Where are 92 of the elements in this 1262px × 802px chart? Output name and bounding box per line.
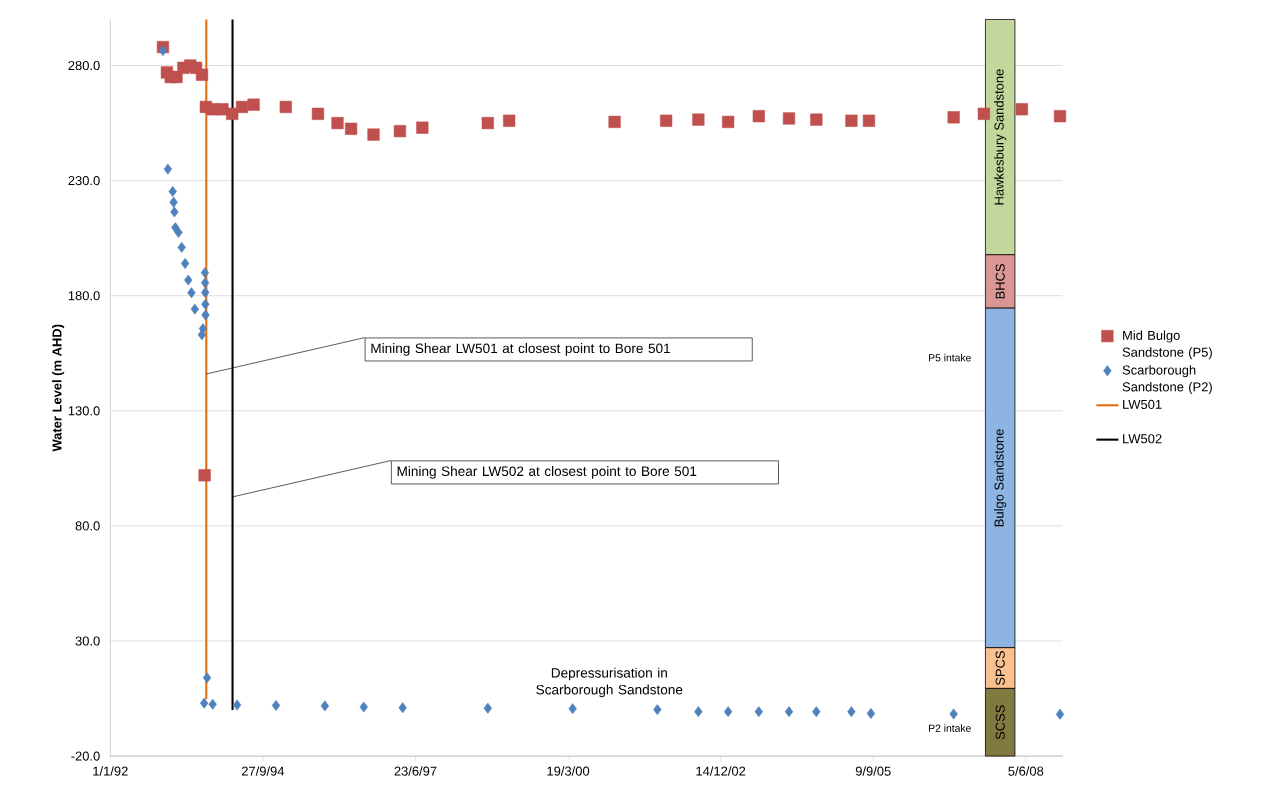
point [782,112,796,125]
point [481,117,494,130]
x-tick-label: 23/6/97 [394,766,437,776]
point [345,122,358,135]
point [845,114,858,127]
point [232,699,242,711]
point [247,98,260,111]
point [198,469,211,482]
x-tick-label: 27/9/94 [241,766,285,776]
point [812,706,821,718]
point [201,298,210,310]
point [163,163,172,175]
point [271,700,281,711]
point [847,706,856,718]
point [279,100,292,114]
point [947,111,960,124]
series-label: BHCS [995,264,1005,299]
annotation: P5 intake [929,353,971,362]
point [200,277,210,289]
point [752,110,765,123]
point [201,287,210,298]
point [320,700,329,712]
point [483,702,492,714]
x-tick-label: 14/12/02 [696,766,746,776]
point [608,115,621,129]
point [177,241,186,253]
point [158,45,168,57]
annotation: Mining Shear LW502 at closest point to Bore 501 [397,466,697,479]
point [200,267,210,279]
point [722,115,735,129]
y-tick-label: 280.0 [68,60,100,71]
point [977,107,990,120]
point [503,114,516,127]
point [331,117,344,130]
legend-label: LW501 [1123,399,1162,410]
point [200,697,209,709]
x-tick-label: 19/3/00 [547,766,590,776]
annotation: Depressurisation in Scarborough Sandstone [536,667,683,698]
annotation: Mining Shear LW501 at closest point to Bore 501 [371,343,670,356]
point [367,128,380,141]
series-label: SCSS [995,705,1005,740]
point [187,287,196,299]
point [1053,110,1067,123]
point [866,708,876,719]
point [784,706,794,718]
point [862,114,876,127]
point [359,701,368,713]
point [754,706,763,718]
legend-label: Mid Bulgo Sandstone (P5) [1122,330,1212,360]
y-tick-label: 230.0 [68,176,100,186]
x-tick-label: 5/6/08 [1008,766,1044,776]
point [398,702,407,714]
y-tick-label: 180.0 [68,291,100,301]
point [235,100,249,114]
point [208,698,217,710]
legend-label: LW502 [1123,434,1162,444]
point [810,113,823,126]
point [226,107,239,120]
point [202,672,212,684]
y-tick-label: 30.0 [75,636,100,646]
annotation: P2 intake [929,724,971,732]
point [201,309,210,321]
point [190,303,199,315]
point [311,107,325,120]
point [949,708,958,720]
point [692,113,705,126]
point [568,703,577,715]
point [653,704,662,716]
y-axis-title: Water Level (m AHD) [52,324,65,452]
point [416,121,429,134]
series-label: Hawkesbury Sandstone [994,69,1007,205]
point [170,206,179,218]
x-tick-label: 1/1/92 [93,766,128,776]
x-tick-label: 9/9/05 [855,766,891,776]
point [1015,103,1028,116]
point [180,258,190,269]
point [174,227,183,238]
point [393,125,406,138]
point [723,706,733,718]
point [694,706,703,718]
y-tick-label: 80.0 [75,521,100,531]
point [195,68,209,81]
point [168,186,177,197]
point [1055,708,1065,720]
point [184,274,193,286]
y-tick-label: 130.0 [68,406,100,416]
legend-label: Scarborough Sandstone (P2) [1122,365,1212,395]
y-tick-label: -20.0 [71,751,100,761]
series-label: Bulgo Sandstone [994,429,1007,527]
point [169,196,178,208]
series-label: SPCS [995,651,1005,686]
point [660,114,673,127]
